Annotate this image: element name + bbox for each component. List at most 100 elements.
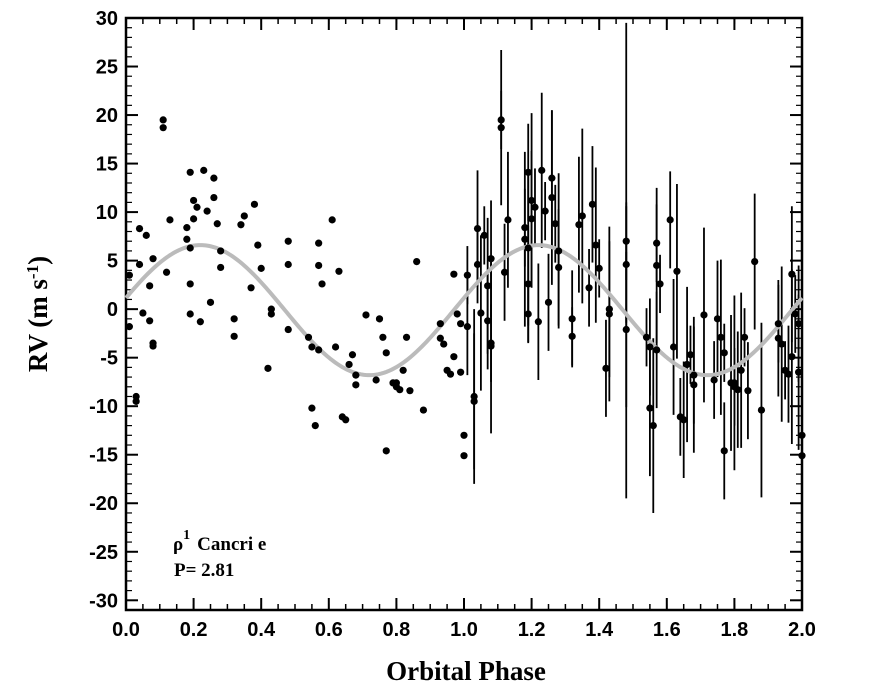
data-point [335, 267, 343, 275]
data-point [149, 339, 157, 347]
data-point [230, 315, 238, 323]
data-point [605, 310, 613, 318]
data-point [588, 200, 597, 208]
data-point [254, 241, 262, 249]
data-point [784, 370, 793, 378]
data-point [524, 168, 532, 176]
data-point [720, 447, 728, 455]
data-point [500, 268, 509, 276]
data-point [135, 224, 144, 233]
data-point [544, 298, 553, 306]
data-point [622, 260, 630, 269]
data-point [186, 168, 194, 176]
data-point [548, 193, 556, 202]
x-tick-label: 2.0 [788, 619, 816, 641]
data-point [592, 241, 600, 249]
data-point [622, 325, 630, 334]
y-tick-label: -25 [89, 542, 118, 564]
y-tick-label: 5 [107, 251, 118, 273]
data-point [217, 247, 225, 255]
data-point [166, 216, 174, 224]
data-point [304, 333, 313, 341]
y-tick-label: 25 [96, 57, 118, 79]
data-point [666, 216, 674, 224]
data-point [440, 340, 448, 348]
data-point [778, 340, 786, 348]
data-point [436, 320, 444, 328]
data-point [125, 271, 133, 279]
data-point [710, 376, 718, 384]
y-tick-label: 10 [96, 202, 118, 224]
data-point [342, 416, 350, 424]
data-point [331, 343, 340, 351]
data-point [210, 174, 218, 182]
x-tick-label: 0.0 [112, 619, 140, 641]
data-point [379, 333, 387, 341]
y-tick-label: 15 [96, 154, 118, 176]
data-point [183, 224, 191, 232]
x-tick-label: 0.2 [180, 619, 208, 641]
data-point [473, 224, 482, 233]
y-axis-title-close: ) [23, 256, 53, 265]
fit-curve-line [124, 243, 804, 378]
data-point [193, 203, 201, 211]
data-point [642, 333, 651, 341]
data-point [717, 333, 725, 341]
data-point [345, 360, 353, 369]
data-point [446, 370, 455, 378]
data-point [406, 387, 414, 395]
data-point [453, 310, 461, 318]
annotation-period: P= 2.81 [174, 560, 234, 581]
data-point [284, 237, 292, 245]
data-point [541, 207, 549, 215]
y-axis-title: RV (m s-1) [23, 256, 53, 372]
data-point [186, 280, 194, 288]
data-point [524, 244, 532, 252]
y-axis-title-main: RV (m s [23, 279, 53, 372]
data-point [315, 261, 323, 270]
annotation-symbol: ρ [173, 534, 183, 555]
data-point [125, 323, 133, 331]
x-tick-label: 1.0 [450, 619, 478, 641]
data-point [578, 212, 586, 220]
data-point [257, 264, 265, 272]
data-point [484, 282, 492, 290]
data-point [740, 333, 749, 341]
data-point [348, 351, 357, 359]
data-point [413, 257, 421, 266]
y-tick-label: -5 [100, 348, 118, 370]
data-point [744, 387, 752, 395]
data-point [450, 270, 458, 278]
data-point [315, 239, 323, 247]
data-point [135, 260, 144, 269]
data-point [382, 349, 390, 357]
data-point [362, 311, 370, 319]
data-point [375, 315, 384, 323]
data-point [585, 284, 593, 292]
data-point [203, 207, 211, 215]
data-point [318, 280, 326, 288]
data-point [622, 237, 630, 245]
annotation-symbol-sup: 1 [183, 528, 190, 543]
y-axis-title-sup: -1 [23, 265, 42, 279]
data-point [200, 166, 208, 174]
data-point [460, 431, 468, 439]
data-point [690, 381, 698, 389]
y-tick-label: 30 [96, 8, 118, 30]
data-point [795, 320, 803, 328]
data-point [206, 298, 215, 306]
data-point [399, 366, 407, 374]
x-tick-label: 1.8 [720, 619, 748, 641]
data-point [142, 231, 150, 239]
data-point [568, 332, 576, 340]
data-point [352, 381, 360, 389]
x-axis-title: Orbital Phase [386, 656, 546, 686]
data-point [190, 215, 198, 223]
data-point [568, 315, 576, 323]
x-tick-label: 0.8 [382, 619, 410, 641]
data-point [196, 318, 204, 326]
data-point [284, 260, 292, 269]
data-point [352, 371, 360, 379]
error-bars [466, 22, 803, 513]
data-point [751, 257, 759, 266]
